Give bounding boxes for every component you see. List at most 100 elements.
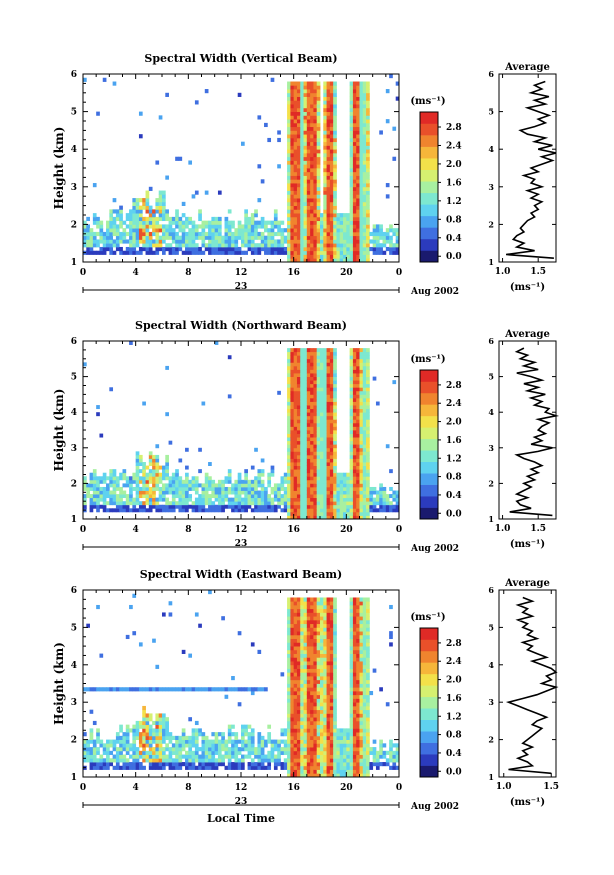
heatmap-cell [142,198,146,203]
colorbar-tick-label: 0.8 [446,473,462,483]
heatmap-cell [234,765,239,770]
heatmap-cell [333,201,337,206]
heatmap-cell [171,743,176,748]
heatmap-cell [389,239,393,244]
heatmap-cell [287,351,291,356]
heatmap-cell [290,616,295,621]
heatmap-cell [158,472,163,477]
heatmap-cell [320,623,324,628]
heatmap-cell [165,469,169,474]
heatmap-cell [316,769,321,774]
heatmap-cell [185,224,189,229]
heatmap-cell [316,160,321,165]
heatmap-cell [227,220,232,225]
heatmap-cell [300,235,304,240]
heatmap-cell [102,504,107,509]
heatmap-cell [349,472,354,477]
heatmap-cell [231,235,235,240]
heatmap-cell [290,486,295,491]
heatmap-cell [138,732,143,737]
heatmap-cell [323,81,327,86]
heatmap-cell [129,743,133,748]
heatmap-cell [296,642,301,647]
heatmap-cell [287,164,291,169]
heatmap-cell [122,228,127,233]
heatmap-cell [316,383,321,388]
heatmap-cell [306,743,311,748]
heatmap-cell [356,408,360,413]
heatmap-cell [316,390,321,395]
colorbar-tick-label: 2.8 [446,381,462,391]
heatmap-cell [102,235,107,240]
heatmap-cell [158,190,163,195]
heatmap-cell [359,254,364,259]
heatmap-cell [316,642,321,647]
heatmap-cell [366,430,370,434]
heatmap-cell [165,497,169,502]
heatmap-cell [352,250,357,255]
heatmap-cell [89,747,94,752]
heatmap-cell [112,494,117,499]
heatmap-cell [349,134,354,139]
heatmap-cell [339,479,344,484]
heatmap-cell [119,231,123,237]
heatmap-cell [201,494,206,499]
heatmap-cell [323,85,327,90]
heatmap-cell [333,152,337,158]
heatmap-cell [366,451,370,456]
heatmap-cell [352,130,357,135]
heatmap-cell [310,164,314,169]
heatmap-cell [306,160,311,165]
heatmap-cell [366,89,370,94]
heatmap-cell [310,735,314,740]
heatmap-cell [323,511,327,516]
heatmap-cell [290,732,295,737]
heatmap-cell [290,213,295,218]
heatmap-cell [158,747,163,752]
heatmap-cell [214,235,219,240]
heatmap-cell [366,476,370,481]
heatmap-cell [106,239,110,244]
heatmap-cell [194,758,199,763]
heatmap-cell [392,490,397,495]
heatmap-cell [323,401,327,406]
heatmap-cell [283,504,288,509]
heatmap-cell [313,362,318,367]
heatmap-cell [300,415,304,420]
heatmap-cell [290,348,295,353]
heatmap-cell [125,250,130,255]
heatmap-cell [300,508,304,513]
heatmap-cell [303,228,308,233]
heatmap-cell [366,486,370,491]
colorbar-tick-label: 1.2 [446,197,462,207]
heatmap-cell [359,401,364,406]
heatmap-cell [356,186,360,191]
colorbar-swatch [420,496,438,508]
colorbar-tick-label: 1.6 [446,178,462,188]
heatmap-cell [109,387,114,392]
heatmap-cell [300,739,304,744]
heatmap-cell [316,616,321,621]
heatmap-cell [333,430,337,434]
heatmap-cell [300,81,304,86]
heatmap-cell [379,228,383,233]
heatmap-cell [316,657,321,662]
heatmap-cell [287,100,291,105]
heatmap-cell [168,508,173,513]
heatmap-cell [142,747,146,752]
heatmap-cell [366,348,370,353]
heatmap-cell [171,476,176,481]
heatmap-cell [283,497,288,502]
heatmap-cell [300,213,304,218]
heatmap-cell [155,720,160,726]
x-tick-label: 0 [80,268,86,278]
heatmap-cell [241,501,245,506]
heatmap-cell [135,239,140,244]
heatmap-cell [366,81,370,86]
heatmap-cell [293,355,298,360]
heatmap-cell [241,687,245,692]
heatmap-cell [109,243,114,248]
heatmap-cell [290,601,295,606]
heatmap-cell [303,89,308,94]
heatmap-cell [316,394,321,399]
